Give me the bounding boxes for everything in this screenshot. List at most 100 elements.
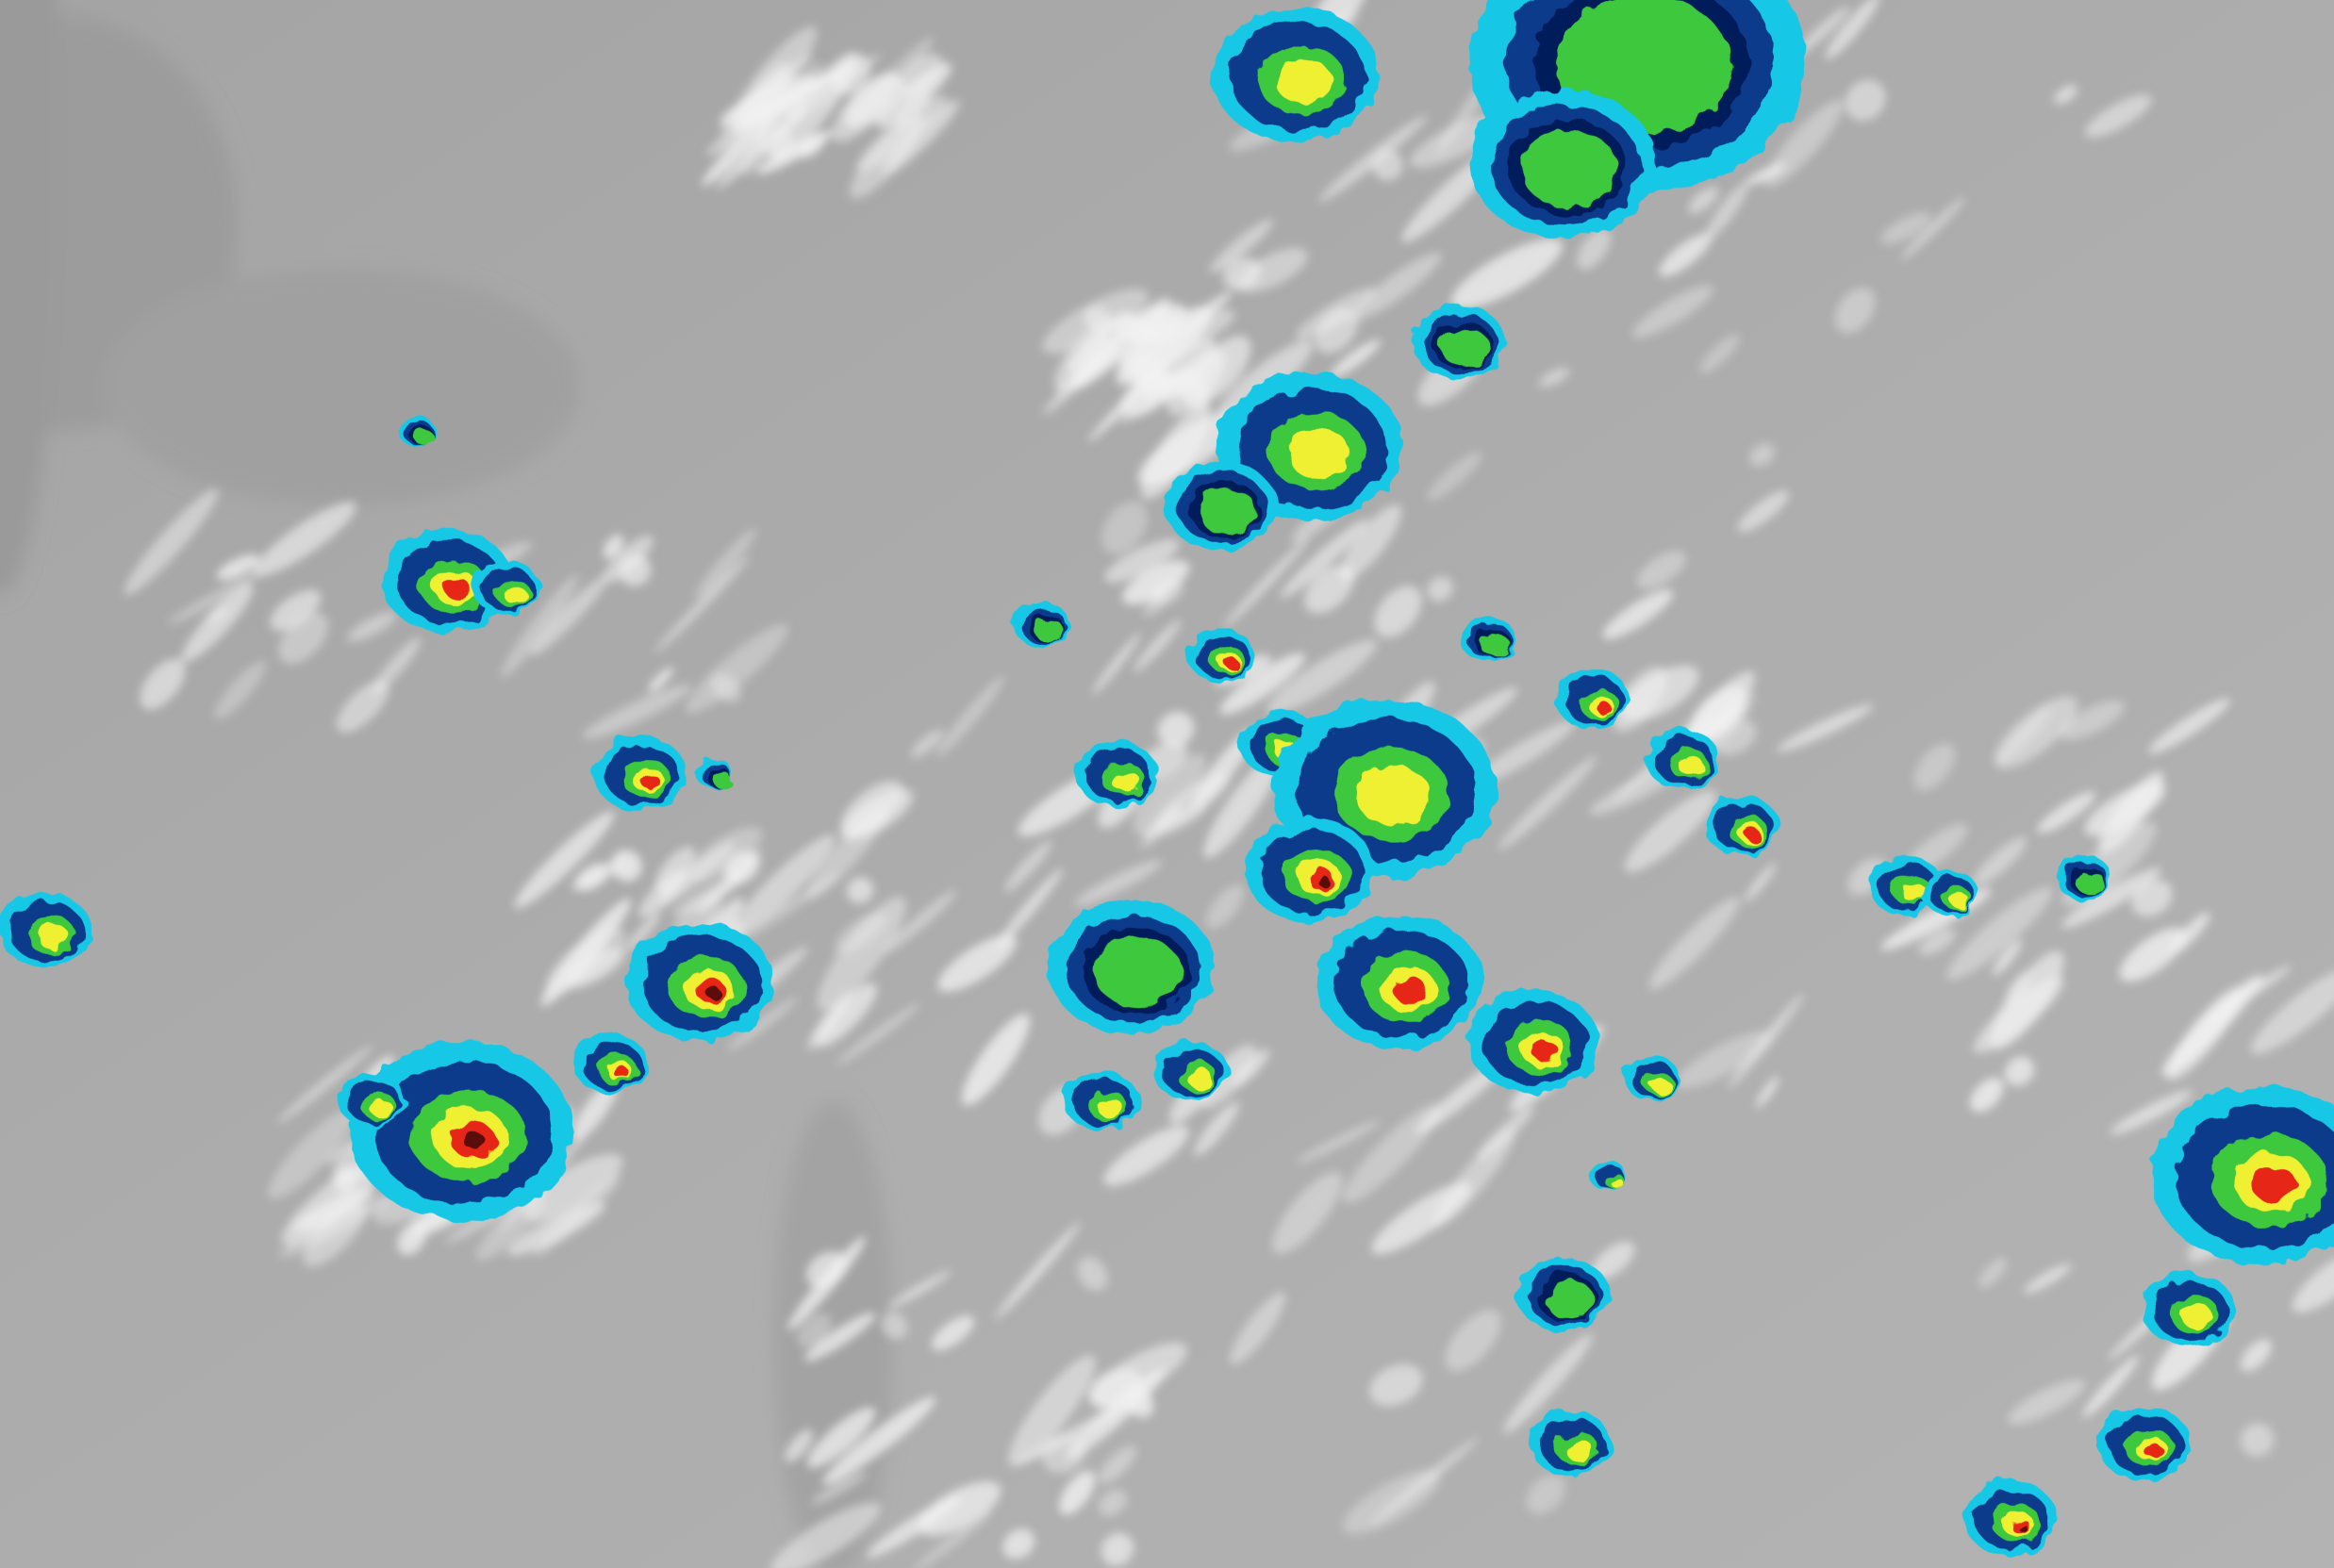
cloud-streak <box>937 934 1018 992</box>
cloud-streak <box>372 636 422 694</box>
storm-cell <box>1922 870 1978 916</box>
storm-layer <box>1393 977 1428 1005</box>
cloud-streak <box>1990 950 2064 1050</box>
cloud-streak <box>881 1312 908 1340</box>
cloud-streak <box>124 488 219 596</box>
cloud-streak <box>1318 115 1428 203</box>
cloud-streak <box>1101 501 1149 554</box>
cloud-streak <box>806 992 852 1050</box>
cloud-streak <box>1314 307 1359 354</box>
cloud-streak <box>1368 1363 1423 1407</box>
cloud-streak <box>603 535 654 584</box>
storm-cell <box>1516 1257 1610 1332</box>
cloud-streak <box>2037 791 2096 834</box>
cloud-streak <box>1973 836 2028 886</box>
cloud-streak <box>855 94 948 172</box>
cloud-streak <box>657 841 736 907</box>
storm-layer <box>1610 1177 1623 1188</box>
cloud-streak <box>1704 181 1749 241</box>
cloud-streak <box>935 675 1005 757</box>
storm-layer <box>1441 328 1490 368</box>
storm-layer <box>1275 58 1333 105</box>
storm-layer <box>504 586 527 604</box>
storm-cell <box>0 892 91 967</box>
cloud-streak <box>1223 536 1310 628</box>
cloud-streak <box>1272 1172 1343 1254</box>
cloud-streak <box>832 71 899 142</box>
storm-cell <box>1704 796 1779 856</box>
cloud-streak <box>2110 1090 2193 1135</box>
cloud-streak <box>1699 690 1756 754</box>
cloud-streak <box>1675 1031 1772 1089</box>
cloud-streak <box>810 1471 868 1505</box>
storm-cell <box>1412 305 1506 380</box>
cloud-streak <box>732 834 836 934</box>
cloud-streak <box>723 850 760 884</box>
cloud-streak <box>181 584 254 662</box>
cloud-streak <box>500 574 579 679</box>
storm-cell <box>1529 1410 1612 1477</box>
cloud-streak <box>1017 1397 1140 1465</box>
cloud-streak <box>1073 860 1163 906</box>
cloud-streak <box>276 1045 373 1124</box>
storm-layer <box>1949 892 1969 908</box>
cloud-streak <box>716 118 793 190</box>
storm-layer <box>1545 1279 1595 1319</box>
cloud-streak <box>1004 840 1052 892</box>
cloud-streak <box>1150 579 1184 606</box>
cloud-streak <box>918 1481 1001 1536</box>
cloud-streak <box>270 589 322 631</box>
storm-layer <box>1678 755 1704 776</box>
storm-layer <box>1565 1439 1594 1461</box>
storm-cell <box>339 1074 406 1128</box>
cloud-streak <box>695 528 756 599</box>
cloud-streak <box>1825 0 1880 60</box>
storm-cell <box>1211 7 1380 141</box>
cloud-streak <box>1450 239 1563 309</box>
cloud-streak <box>1476 1106 1534 1160</box>
cloud-streak <box>1229 1292 1286 1365</box>
cloud-streak <box>1342 1102 1442 1204</box>
cloud-streak <box>1427 576 1453 602</box>
cloud-streak <box>303 1202 367 1267</box>
cloud-streak <box>799 135 825 158</box>
cloud-streak <box>910 729 944 759</box>
cloud-streak <box>1280 519 1368 599</box>
cloud-streak <box>1203 751 1283 859</box>
cloud-streak <box>346 611 397 642</box>
cloud-streak <box>1409 113 1506 168</box>
cloud-streak <box>2007 1379 2086 1425</box>
cloud-streak <box>1142 304 1186 343</box>
cloud-streak <box>1748 443 1776 467</box>
cloud-streak <box>720 74 818 127</box>
storm-layer <box>1531 1039 1558 1061</box>
land-patch <box>0 0 60 595</box>
storm-cell <box>1165 461 1277 551</box>
cloud-streak <box>726 997 799 1051</box>
storm-layer <box>1111 769 1139 792</box>
cloud-streak <box>1526 1475 1565 1514</box>
storm-cell <box>1244 817 1376 923</box>
cloud-streak <box>1845 79 1886 122</box>
storm-layer <box>1094 937 1182 1008</box>
cloud-streak <box>1755 1076 1779 1108</box>
cloud-streak <box>1121 560 1190 605</box>
cloud-streak <box>1918 928 1957 955</box>
cloud-streak <box>268 1108 356 1199</box>
cloud-streak <box>1502 1333 1593 1434</box>
cloud-streak <box>1124 1385 1154 1418</box>
cloud-streak <box>1699 334 1740 373</box>
cloud-streak <box>1590 1241 1635 1280</box>
storm-layer <box>413 429 434 445</box>
cloud-streak <box>571 1080 619 1141</box>
cloud-streak <box>1372 149 1403 181</box>
storm-cell <box>1555 669 1630 730</box>
cloud-streak <box>787 1236 867 1331</box>
storm-layer <box>2144 1444 2164 1460</box>
cloud-streak <box>1192 729 1255 809</box>
cloud-streak <box>1070 298 1171 390</box>
cloud-streak <box>2054 85 2077 105</box>
cloud-streak <box>1538 367 1570 388</box>
storm-cell <box>624 922 774 1042</box>
